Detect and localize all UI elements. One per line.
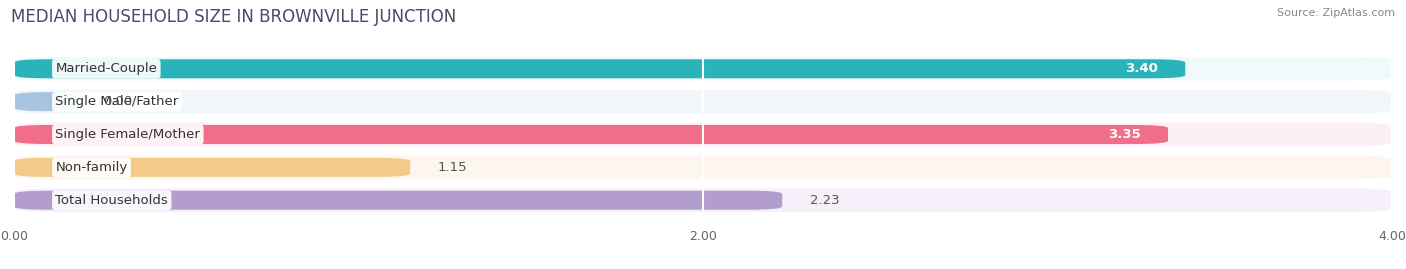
FancyBboxPatch shape: [14, 158, 411, 177]
Text: Single Female/Mother: Single Female/Mother: [55, 128, 200, 141]
Text: Total Households: Total Households: [55, 194, 169, 207]
Text: MEDIAN HOUSEHOLD SIZE IN BROWNVILLE JUNCTION: MEDIAN HOUSEHOLD SIZE IN BROWNVILLE JUNC…: [11, 8, 457, 26]
Text: 0.00: 0.00: [104, 95, 134, 108]
FancyBboxPatch shape: [14, 125, 1168, 144]
FancyBboxPatch shape: [14, 92, 76, 111]
FancyBboxPatch shape: [14, 59, 1185, 78]
FancyBboxPatch shape: [14, 90, 1392, 114]
Text: 2.23: 2.23: [810, 194, 839, 207]
Text: Married-Couple: Married-Couple: [55, 62, 157, 75]
Text: Non-family: Non-family: [55, 161, 128, 174]
Text: 3.35: 3.35: [1108, 128, 1140, 141]
FancyBboxPatch shape: [14, 188, 1392, 212]
FancyBboxPatch shape: [14, 191, 782, 210]
Text: 3.40: 3.40: [1125, 62, 1157, 75]
FancyBboxPatch shape: [14, 155, 1392, 179]
FancyBboxPatch shape: [14, 123, 1392, 146]
Text: Single Male/Father: Single Male/Father: [55, 95, 179, 108]
Text: Source: ZipAtlas.com: Source: ZipAtlas.com: [1277, 8, 1395, 18]
Text: 1.15: 1.15: [437, 161, 467, 174]
FancyBboxPatch shape: [14, 57, 1392, 81]
